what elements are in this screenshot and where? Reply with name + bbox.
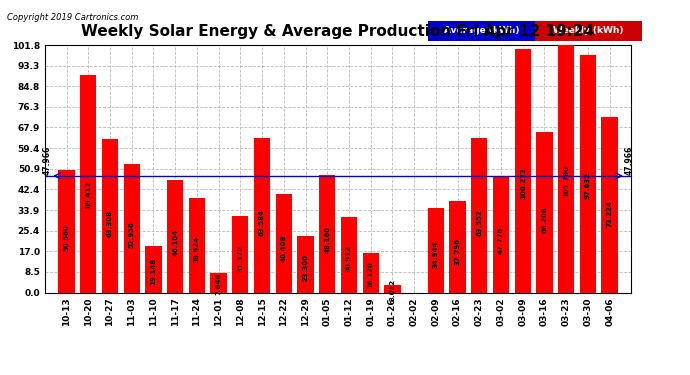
Text: 89.412: 89.412 — [86, 181, 91, 208]
Text: 31.372: 31.372 — [237, 244, 244, 272]
Text: 47.776: 47.776 — [498, 226, 504, 254]
Text: 47.966: 47.966 — [43, 146, 52, 175]
Bar — [189, 198, 205, 292]
Bar — [602, 117, 618, 292]
Bar — [428, 207, 444, 292]
Bar — [210, 273, 227, 292]
Bar — [102, 139, 118, 292]
Text: 23.300: 23.300 — [302, 254, 308, 280]
Bar — [167, 180, 184, 292]
Bar — [558, 45, 574, 292]
Text: 101.780: 101.780 — [563, 165, 569, 197]
Text: 47.966: 47.966 — [624, 146, 633, 175]
Bar — [80, 75, 97, 292]
Text: 66.208: 66.208 — [542, 207, 547, 234]
Text: 3.012: 3.012 — [389, 279, 395, 301]
Bar — [146, 246, 161, 292]
Bar — [275, 194, 292, 292]
Text: 7.840: 7.840 — [216, 273, 221, 295]
Text: 37.796: 37.796 — [455, 238, 460, 265]
Bar — [254, 138, 270, 292]
Text: 48.160: 48.160 — [324, 226, 331, 254]
Text: Weekly Solar Energy & Average Production Fri Apr 12 19:24: Weekly Solar Energy & Average Production… — [81, 24, 595, 39]
Bar — [536, 132, 553, 292]
Bar — [493, 176, 509, 292]
Text: 52.956: 52.956 — [129, 221, 135, 248]
Bar — [384, 285, 401, 292]
Bar — [580, 55, 596, 292]
Text: 38.924: 38.924 — [194, 236, 200, 264]
Text: 40.408: 40.408 — [281, 235, 287, 262]
Text: 72.224: 72.224 — [607, 200, 613, 227]
Bar — [362, 253, 379, 292]
Bar — [515, 49, 531, 292]
Text: 16.128: 16.128 — [368, 261, 374, 288]
Bar — [233, 216, 248, 292]
Text: 63.308: 63.308 — [107, 210, 113, 237]
Bar — [319, 176, 335, 292]
Text: 63.584: 63.584 — [259, 209, 265, 236]
Text: 97.632: 97.632 — [585, 172, 591, 199]
Text: Average (kWh): Average (kWh) — [444, 26, 519, 36]
Bar — [124, 164, 140, 292]
Text: 50.560: 50.560 — [63, 224, 70, 251]
Bar — [297, 236, 314, 292]
Text: 30.912: 30.912 — [346, 245, 352, 272]
Text: 34.944: 34.944 — [433, 240, 439, 268]
Bar — [59, 170, 75, 292]
Bar — [449, 201, 466, 292]
Bar — [471, 138, 487, 292]
Text: 63.552: 63.552 — [476, 210, 482, 236]
Text: 100.272: 100.272 — [520, 167, 526, 199]
Text: Copyright 2019 Cartronics.com: Copyright 2019 Cartronics.com — [7, 13, 138, 22]
Text: 46.104: 46.104 — [172, 228, 178, 256]
Text: Weekly (kWh): Weekly (kWh) — [553, 26, 624, 36]
Text: 19.148: 19.148 — [150, 258, 157, 285]
Bar — [341, 217, 357, 292]
